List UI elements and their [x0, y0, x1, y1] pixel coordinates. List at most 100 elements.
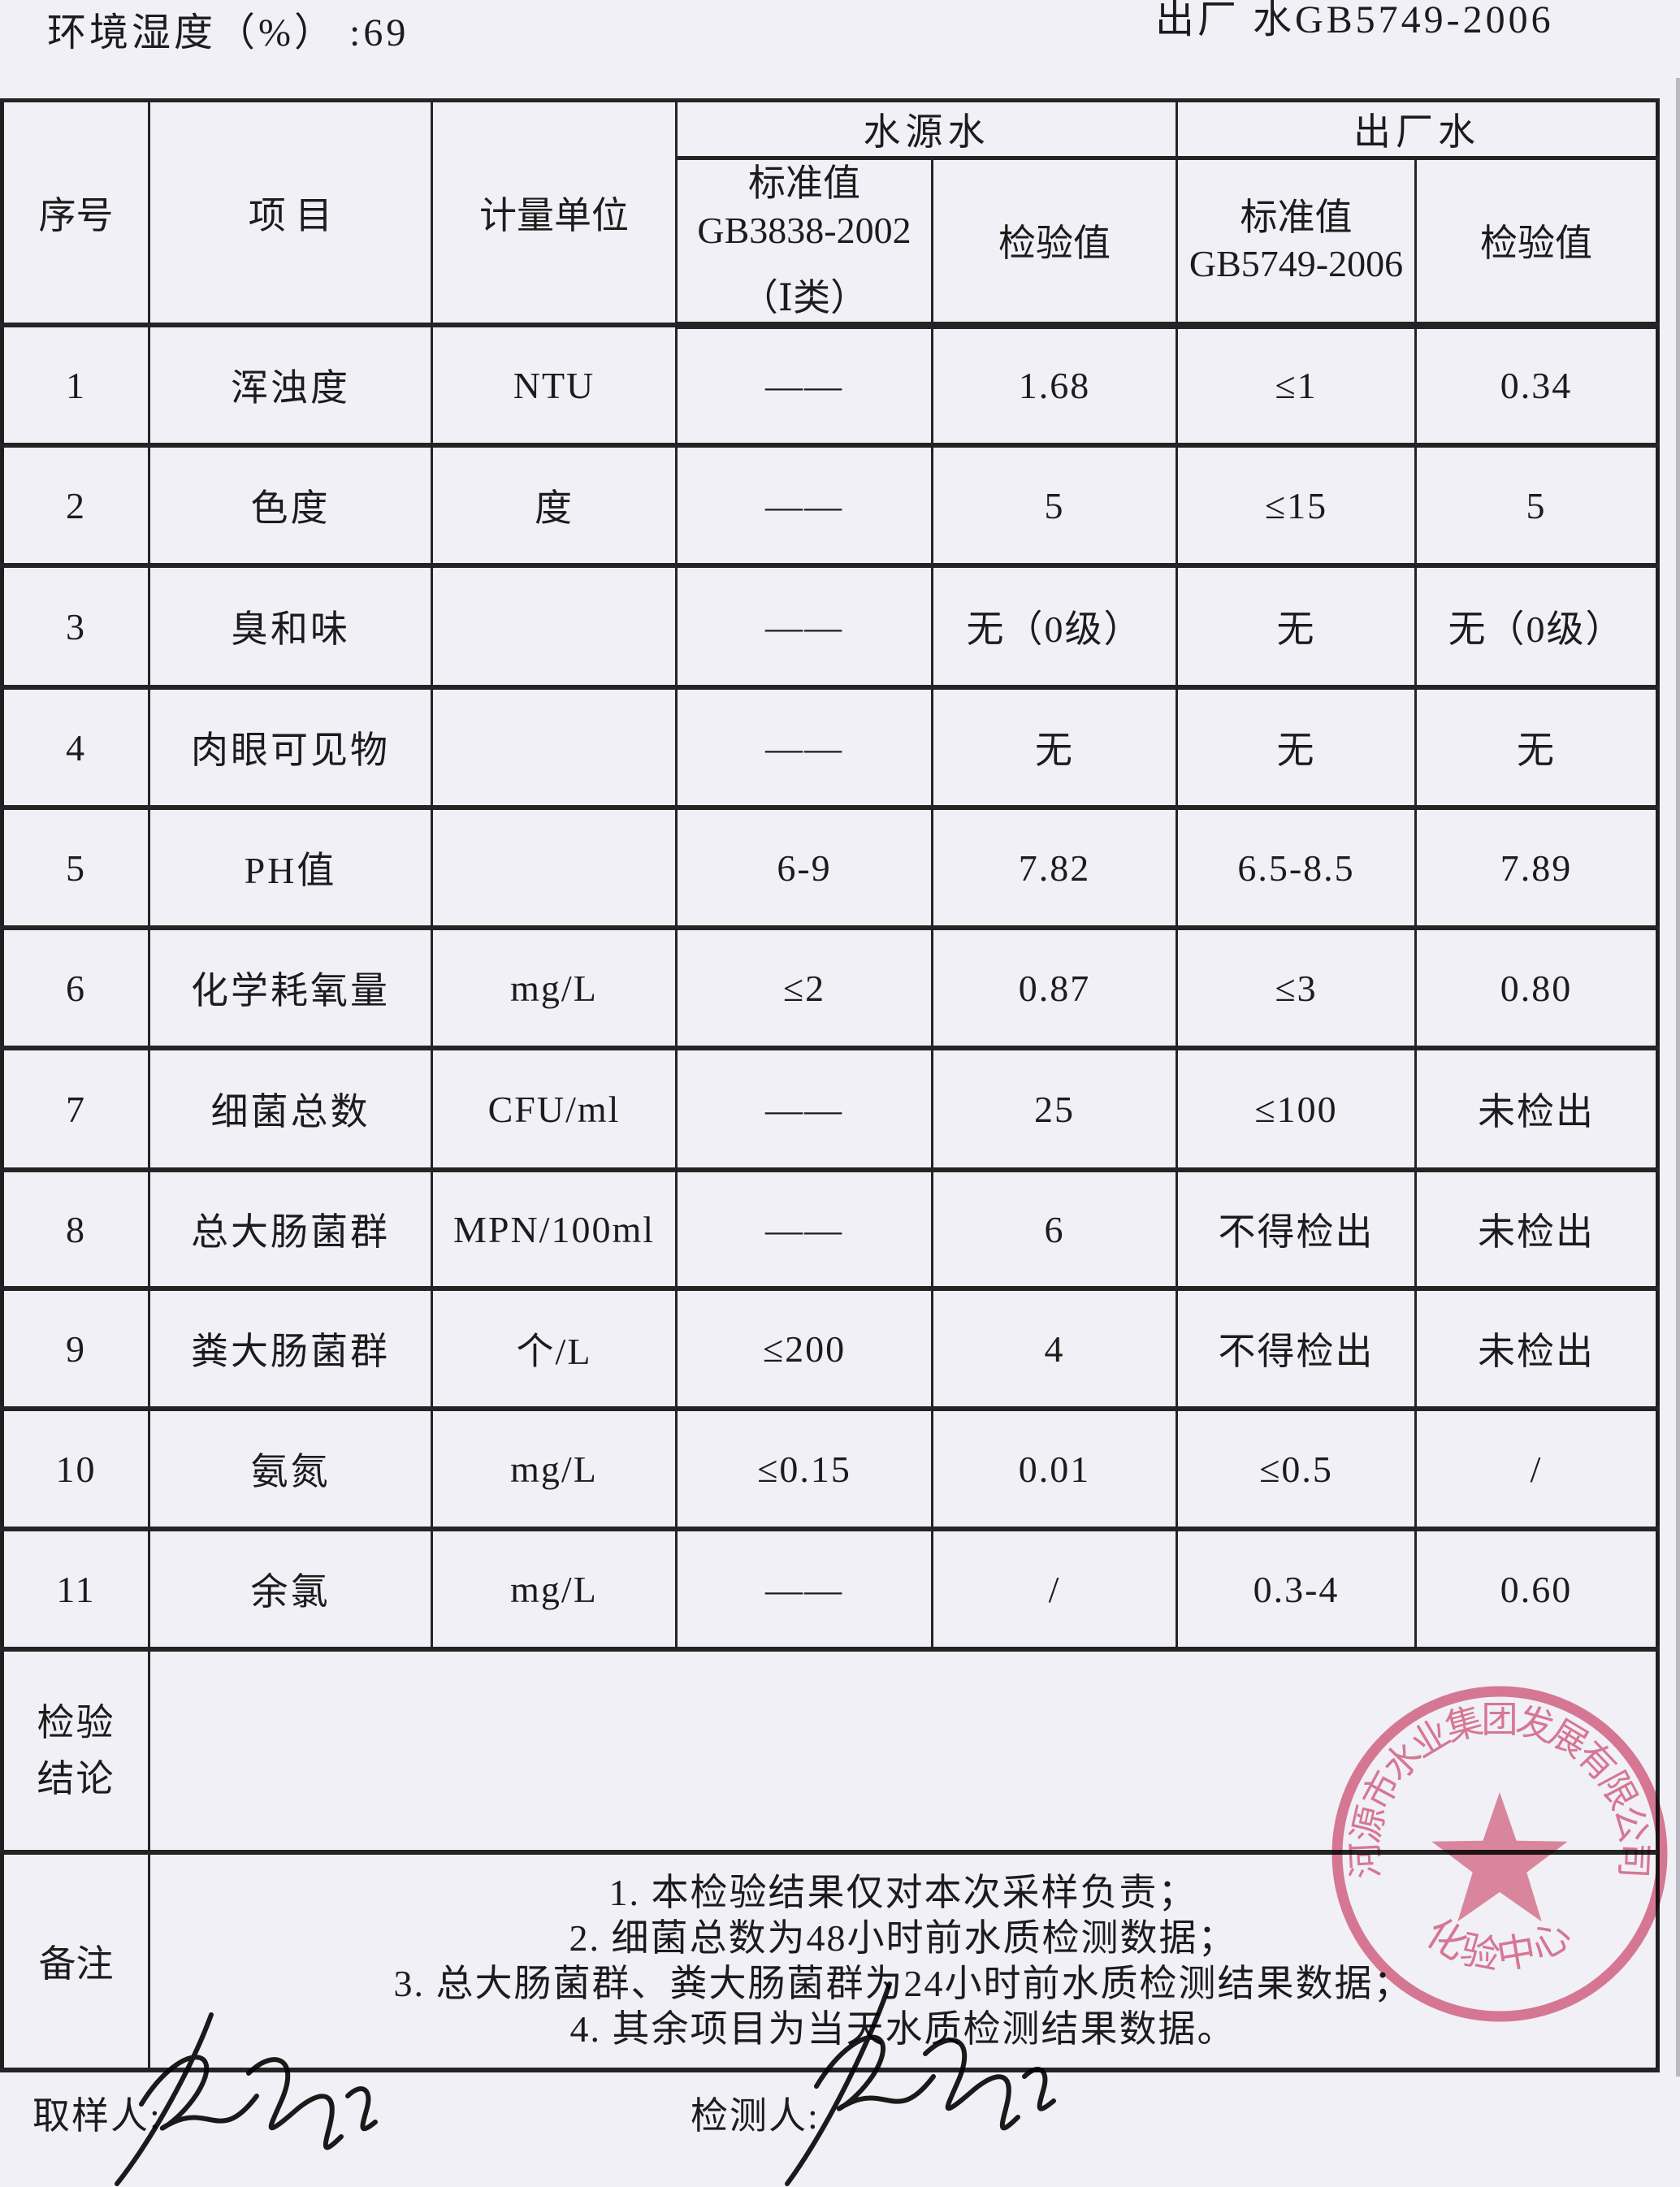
cell-item: 细菌总数 [148, 1046, 433, 1172]
seal-star-icon [1431, 1792, 1568, 1922]
cell-val-source: 0.01 [931, 1406, 1178, 1531]
cell-unit: mg/L [431, 1527, 678, 1652]
col-header-check-source: 检验值 [931, 156, 1178, 329]
table-row: 6 化学耗氧量 mg/L ≤2 0.87 ≤3 0.80 [1, 925, 1659, 1050]
cell-std-source: ≤0.15 [675, 1406, 933, 1531]
cell-unit [431, 685, 678, 810]
cell-std-outlet: ≤3 [1176, 925, 1417, 1050]
cell-std-source: —— [675, 563, 933, 690]
scan-edge-shadow [1676, 78, 1680, 2077]
cell-val-source: 7.82 [931, 805, 1178, 930]
cell-unit: 度 [431, 443, 678, 568]
table-row: 11 余氯 mg/L —— / 0.3-4 0.60 [1, 1527, 1659, 1652]
cell-item: 浑浊度 [148, 323, 433, 448]
cell-std-outlet: ≤15 [1176, 443, 1417, 568]
cell-std-outlet: 无 [1176, 563, 1417, 690]
cell-val-source: 无 [931, 685, 1178, 810]
sampler-signature [115, 2012, 378, 2186]
conclusion-label-line2: 结论 [37, 1758, 115, 1799]
col-header-check-outlet: 检验值 [1414, 156, 1659, 329]
cell-val-outlet: 未检出 [1414, 1046, 1659, 1172]
cell-std-source: ≤2 [675, 925, 933, 1050]
cell-val-source: 4 [931, 1286, 1178, 1411]
table-header-group-row: 序号 项 目 计量单位 水源水 出厂水 [1, 98, 1659, 327]
cell-item: 臭和味 [148, 563, 433, 690]
cell-std-outlet: ≤100 [1176, 1046, 1417, 1172]
header-standard-note: 出厂 水GB5749-2006 [1155, 0, 1554, 41]
cell-val-outlet: 0.80 [1414, 925, 1659, 1050]
std-outlet-line2: GB5749-2006 [1189, 243, 1404, 285]
cell-unit [431, 563, 678, 690]
tester-signature [785, 1981, 1056, 2186]
sampler-label: 取样人: [32, 2095, 162, 2137]
cell-val-outlet: 未检出 [1414, 1286, 1659, 1411]
cell-item: 总大肠菌群 [148, 1167, 433, 1291]
cell-unit [431, 805, 678, 930]
cell-std-source: —— [675, 323, 933, 448]
conclusion-row: 检验 结论 [1, 1647, 1659, 1855]
cell-unit: MPN/100ml [431, 1167, 678, 1291]
cell-std-source: —— [675, 1046, 933, 1172]
cell-std-source: 6-9 [675, 805, 933, 930]
cell-val-outlet: 无 [1414, 685, 1659, 810]
col-group-source-water: 水源水 [675, 98, 1178, 160]
seal-center-text: 化验中心 [1418, 1911, 1578, 1977]
table-row: 5 PH值 6-9 7.82 6.5-8.5 7.89 [1, 805, 1659, 930]
std-source-line3: （Ⅰ类） [740, 277, 868, 318]
cell-val-outlet: 未检出 [1414, 1167, 1659, 1291]
std-source-line1: 标准值 [748, 162, 860, 204]
cell-std-outlet: 无 [1176, 685, 1417, 810]
std-outlet-line1: 标准值 [1240, 196, 1353, 238]
col-header-unit: 计量单位 [431, 98, 678, 327]
cell-std-outlet: ≤1 [1176, 323, 1417, 448]
cell-no: 5 [1, 805, 150, 930]
table-row: 9 粪大肠菌群 个/L ≤200 4 不得检出 未检出 [1, 1286, 1659, 1411]
remark-line: 2. 细菌总数为48小时前水质检测数据； [569, 1916, 1237, 1959]
cell-item: PH值 [148, 805, 433, 930]
remarks-content: 1. 本检验结果仅对本次采样负责； 2. 细菌总数为48小时前水质检测数据； 3… [148, 1850, 1659, 2072]
cell-no: 1 [1, 323, 150, 448]
cell-unit: 个/L [431, 1286, 678, 1411]
table-row: 8 总大肠菌群 MPN/100ml —— 6 不得检出 未检出 [1, 1167, 1659, 1291]
cell-no: 7 [1, 1046, 150, 1172]
cell-unit: NTU [431, 323, 678, 448]
cell-val-source: 6 [931, 1167, 1178, 1291]
conclusion-label-line1: 检验 [37, 1702, 115, 1743]
cell-item: 粪大肠菌群 [148, 1286, 433, 1411]
cell-val-source: 25 [931, 1046, 1178, 1172]
cell-no: 11 [1, 1527, 150, 1652]
company-seal-stamp: 河源市水业集团发展有限公司 化验中心 [1331, 1686, 1668, 2022]
col-header-std-outlet: 标准值 GB5749-2006 [1176, 156, 1417, 329]
spacer [679, 253, 930, 275]
std-source-line2: GB3838-2002 [697, 209, 911, 251]
conclusion-value [148, 1647, 1659, 1855]
cell-std-source: —— [675, 443, 933, 568]
cell-val-source: 5 [931, 443, 1178, 568]
cell-val-outlet: 7.89 [1414, 805, 1659, 930]
cell-std-outlet: 0.3-4 [1176, 1527, 1417, 1652]
col-group-outlet-water: 出厂水 [1176, 98, 1659, 160]
table-row: 10 氨氮 mg/L ≤0.15 0.01 ≤0.5 / [1, 1406, 1659, 1531]
cell-val-source: 1.68 [931, 323, 1178, 448]
table-row: 7 细菌总数 CFU/ml —— 25 ≤100 未检出 [1, 1046, 1659, 1172]
remark-line: 1. 本检验结果仅对本次采样负责； [608, 1871, 1197, 1913]
cell-std-outlet: 6.5-8.5 [1176, 805, 1417, 930]
tester-label: 检测人: [691, 2095, 820, 2137]
cell-std-source: ≤200 [675, 1286, 933, 1411]
cell-unit: mg/L [431, 925, 678, 1050]
col-header-item: 项 目 [148, 98, 433, 327]
cell-std-outlet: 不得检出 [1176, 1286, 1417, 1411]
table-row: 3 臭和味 —— 无（0级） 无 无（0级） [1, 563, 1659, 690]
cell-val-outlet: 5 [1414, 443, 1659, 568]
cell-val-outlet: / [1414, 1406, 1659, 1531]
col-header-std-source: 标准值 GB3838-2002 （Ⅰ类） [675, 156, 933, 329]
remarks-label: 备注 [1, 1850, 150, 2072]
cell-std-source: —— [675, 1167, 933, 1291]
cell-no: 6 [1, 925, 150, 1050]
cell-no: 10 [1, 1406, 150, 1531]
cell-val-source: / [931, 1527, 1178, 1652]
cell-std-source: —— [675, 1527, 933, 1652]
remarks-row: 备注 1. 本检验结果仅对本次采样负责； 2. 细菌总数为48小时前水质检测数据… [1, 1850, 1659, 2072]
cell-std-source: —— [675, 685, 933, 810]
